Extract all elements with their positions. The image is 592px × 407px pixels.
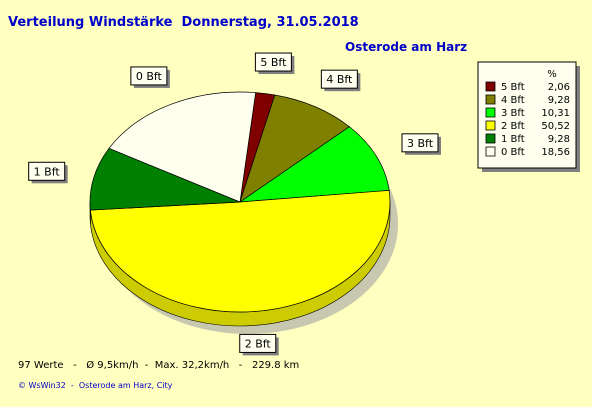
legend-item: 1 Bft 9,28 [485,133,570,145]
legend-swatch [485,81,496,92]
slice-labels: 5 Bft 4 Bft 3 Bft 2 Bft 1 Bft 0 Bft [28,52,441,356]
callout-0-bft: 0 Bft [130,66,170,88]
callout-label: 5 Bft [260,56,287,69]
footer-stats: 97 Werte - Ø 9,5km/h - Max. 32,2km/h - 2… [18,360,300,371]
pie-slice-4-bft [239,94,350,203]
chart-title: Verteilung Windstärke Donnerstag, 31.05.… [8,15,359,30]
legend-value: 10,31 [541,108,570,119]
callout-4-bft: 4 Bft [320,69,361,92]
callout-1-bft: 1 Bft [28,161,68,184]
legend: %5 Bft 2,064 Bft 9,283 Bft 10,312 Bft 50,521… [477,61,580,172]
legend-item: 0 Bft 18,56 [485,146,570,158]
callout-5-bft: 5 Bft [254,52,295,75]
legend-swatch [485,146,496,157]
legend-value: 9,28 [548,134,570,145]
legend-header: % [547,69,557,80]
legend-name: 5 Bft [501,82,525,93]
legend-value: 18,56 [541,147,570,158]
callout-label: 4 Bft [326,73,353,86]
pie-slice-0-bft [108,91,257,203]
legend-item: 2 Bft 50,52 [485,120,570,132]
callout-label: 2 Bft [245,337,272,350]
pie-slices [89,91,391,313]
location-label: Osterode am Harz [345,40,468,54]
legend-name: 3 Bft [501,108,525,119]
callout-3-bft: 3 Bft [401,133,441,155]
legend-name: 1 Bft [501,134,525,145]
legend-item: 4 Bft 9,28 [485,94,570,106]
legend-swatch [485,94,496,105]
legend-value: 2,06 [548,82,570,93]
legend-name: 2 Bft [501,121,525,132]
legend-name: 4 Bft [501,95,525,106]
pie-slice-2-bft [90,189,391,313]
pie-slice-3-bft [238,126,390,203]
callout-2-bft: 2 Bft [239,333,279,356]
legend-value: 9,28 [548,95,570,106]
legend-swatch [485,107,496,118]
callout-label: 0 Bft [136,70,163,83]
legend-swatch [485,133,496,144]
legend-value: 50,52 [541,121,570,132]
legend-item: 3 Bft 10,31 [485,107,570,119]
callout-label: 1 Bft [34,165,61,178]
footer-credit: © WsWin32 - Osterode am Harz, City [18,381,173,390]
callout-label: 3 Bft [407,137,434,150]
legend-item: 5 Bft 2,06 [485,81,570,93]
legend-name: 0 Bft [501,147,525,158]
pie-slice-1-bft [89,147,241,211]
legend-swatch [485,120,496,131]
